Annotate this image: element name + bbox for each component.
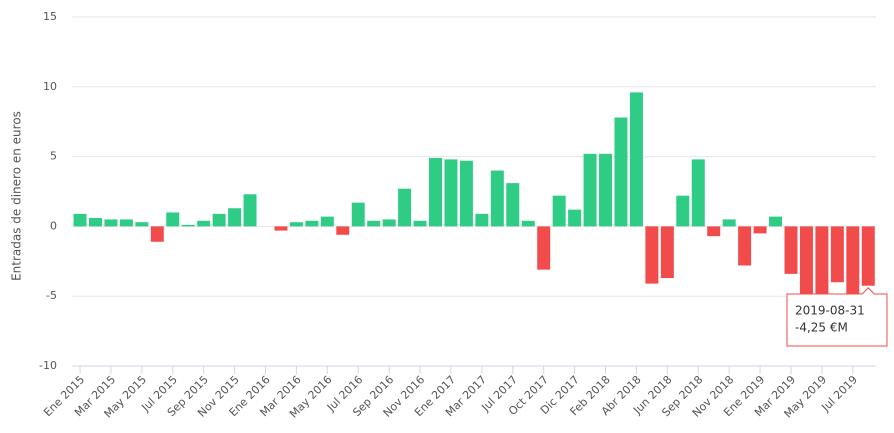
bar xyxy=(784,226,798,274)
bar xyxy=(645,226,659,284)
tooltip-date: 2019-08-31 xyxy=(795,304,865,318)
bar xyxy=(274,226,288,231)
bar xyxy=(738,226,752,266)
y-axis-label: Entradas de dinero en euros xyxy=(10,111,24,281)
bar xyxy=(305,220,319,227)
bar xyxy=(537,226,551,270)
bar xyxy=(382,219,396,227)
y-tick-label: 5 xyxy=(50,150,57,163)
bar xyxy=(119,219,133,227)
bar xyxy=(73,213,87,227)
y-tick-label: -5 xyxy=(46,289,57,302)
bar xyxy=(799,226,813,297)
bar xyxy=(691,159,705,227)
y-tick-label: 15 xyxy=(43,10,57,23)
bar xyxy=(660,226,674,279)
bar xyxy=(135,222,149,227)
tooltip-value: -4,25 €M xyxy=(795,321,848,335)
bar xyxy=(444,159,458,227)
bar xyxy=(753,226,767,234)
bar xyxy=(289,222,303,227)
bar xyxy=(521,220,535,227)
y-tick-label: 10 xyxy=(43,80,57,93)
bar xyxy=(769,216,783,227)
bar xyxy=(676,195,690,227)
bar xyxy=(166,212,180,227)
bar xyxy=(830,226,844,283)
bar xyxy=(861,226,875,286)
bar xyxy=(459,160,473,227)
bar xyxy=(552,195,566,227)
bar xyxy=(88,218,102,227)
tooltip: 2019-08-31 -4,25 €M xyxy=(786,287,888,347)
bar xyxy=(614,117,628,227)
bar xyxy=(197,220,211,227)
bar xyxy=(846,226,860,299)
bar xyxy=(243,194,257,227)
bar xyxy=(413,220,427,227)
bar xyxy=(150,226,164,242)
bar xyxy=(568,209,582,227)
bar xyxy=(722,219,736,227)
bar xyxy=(599,153,613,227)
bar xyxy=(351,202,365,227)
y-tick-label: -10 xyxy=(39,359,57,372)
bar xyxy=(475,213,489,227)
bar xyxy=(336,226,350,235)
bar xyxy=(104,219,118,227)
bar xyxy=(815,226,829,301)
bar xyxy=(212,213,226,227)
bar xyxy=(506,183,520,227)
bar xyxy=(583,153,597,227)
bar xyxy=(490,170,504,227)
bar xyxy=(398,188,412,227)
bar xyxy=(429,157,443,227)
bar xyxy=(367,220,381,227)
tooltip-box xyxy=(786,287,888,347)
bar xyxy=(320,216,334,227)
bar xyxy=(228,208,242,227)
y-tick-label: 0 xyxy=(50,219,57,232)
bar xyxy=(629,92,643,227)
bar xyxy=(707,226,721,237)
bar xyxy=(181,225,195,227)
